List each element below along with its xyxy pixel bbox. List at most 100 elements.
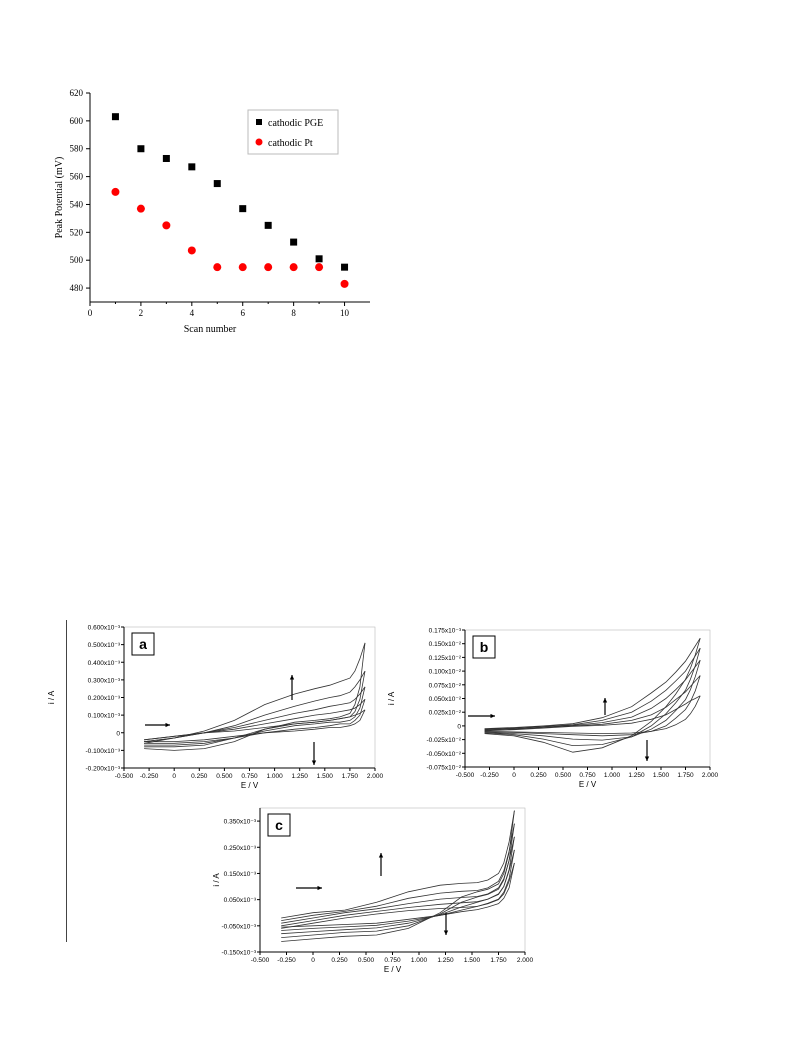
- cv-anodic-curve: [484, 695, 701, 732]
- decrease-arrow-head: [311, 760, 317, 765]
- x-tick-label: 0.500: [216, 773, 233, 780]
- data-point-square: [341, 263, 349, 271]
- x-tick-label: 0.250: [191, 773, 208, 780]
- data-point-circle: [264, 263, 273, 272]
- data-point-circle: [315, 263, 324, 272]
- y-tick-label: 0: [116, 730, 120, 737]
- y-tick-label: 0.025x10⁻²: [429, 710, 462, 717]
- data-point-square: [264, 221, 272, 229]
- data-point-circle: [213, 263, 222, 272]
- cv-cathodic-curve: [144, 686, 366, 746]
- x-tick-label: 8: [291, 308, 296, 318]
- cv-cathodic-curve: [281, 849, 515, 931]
- x-tick-label: 0: [172, 773, 176, 780]
- y-axis-label: Peak Potential (mV): [54, 157, 65, 239]
- x-tick-label: -0.500: [251, 957, 270, 964]
- cv-cathodic-curve: [484, 647, 701, 747]
- y-tick-label: 520: [70, 227, 84, 237]
- x-tick-label: 0.750: [384, 957, 401, 964]
- y-tick-label: 0.175x10⁻³: [429, 628, 462, 635]
- y-tick-label: -0.050x10⁻³: [221, 923, 256, 930]
- x-tick-label: 1.250: [628, 772, 645, 779]
- y-tick-label: -0.075x10⁻²: [426, 765, 461, 772]
- scan-direction-arrow-head: [490, 713, 495, 719]
- cv-panel-b: -0.500 -0.250 0 0.250 0.500 0.750 1.000 1.250 1.…: [387, 628, 719, 790]
- x-tick-label: 2: [139, 308, 144, 318]
- cv-cathodic-curve: [144, 671, 366, 748]
- plot-frame: [259, 807, 526, 953]
- cv-cathodic-curve: [144, 699, 366, 744]
- x-tick-label: 0.250: [530, 772, 547, 779]
- y-tick-label: -0.200x10⁻³: [85, 766, 120, 773]
- y-tick-label: -0.025x10⁻²: [426, 737, 461, 744]
- y-tick-label: 580: [70, 144, 84, 154]
- cv-anodic-curve: [484, 637, 701, 729]
- y-tick-label: 0.100x10⁻²: [429, 669, 462, 676]
- x-axis-label: E / V: [384, 965, 402, 974]
- x-tick-label: 4: [190, 308, 195, 318]
- x-tick-label: 1.750: [677, 772, 694, 779]
- x-tick-label: 1.500: [317, 773, 334, 780]
- panel-label: b: [480, 639, 489, 655]
- data-point-square: [137, 145, 145, 153]
- panel-label: a: [139, 636, 147, 652]
- x-tick-label: -0.500: [115, 773, 134, 780]
- x-tick-label: 1.250: [292, 773, 309, 780]
- y-axis-label: i / A: [212, 873, 221, 887]
- cv-anodic-curve: [281, 810, 515, 919]
- data-point-circle: [136, 204, 145, 213]
- y-tick-label: -0.050x10⁻²: [426, 751, 461, 758]
- cv-anodic-curve: [281, 836, 515, 924]
- y-tick-label: 560: [70, 172, 84, 182]
- increase-arrow-head: [289, 675, 295, 680]
- x-tick-label: 1.250: [437, 957, 454, 964]
- increase-arrow-head: [378, 853, 384, 858]
- panel-label-box: [131, 632, 155, 656]
- data-point-circle: [340, 279, 349, 288]
- y-tick-label: 0: [457, 723, 461, 730]
- x-tick-label: 0.500: [555, 772, 572, 779]
- cv-anodic-curve: [281, 823, 515, 921]
- y-tick-label: 0.250x10⁻³: [224, 845, 257, 852]
- cv-cathodic-curve: [281, 862, 515, 928]
- legend-box: [247, 109, 339, 155]
- y-tick-label: 600: [70, 116, 84, 126]
- data-point-square: [239, 205, 247, 213]
- cv-anodic-curve: [484, 647, 701, 730]
- data-point-circle: [162, 221, 171, 230]
- x-tick-label: 1.000: [604, 772, 621, 779]
- increase-arrow-head: [602, 698, 608, 703]
- cv-anodic-curve: [144, 709, 366, 741]
- x-axis-label: E / V: [241, 781, 259, 790]
- data-point-square: [111, 113, 119, 121]
- y-tick-label: 0.350x10⁻³: [224, 819, 257, 826]
- x-tick-label: -0.250: [480, 772, 499, 779]
- y-tick-label: 0.100x10⁻³: [88, 713, 121, 720]
- scan-direction-arrow-head: [165, 722, 170, 728]
- cv-anodic-curve: [144, 642, 366, 744]
- x-tick-label: 0.250: [331, 957, 348, 964]
- y-tick-label: 0.400x10⁻³: [88, 660, 121, 667]
- x-axis-label: Scan number: [184, 324, 237, 335]
- panel-label-box: [472, 635, 496, 659]
- cv-panel-a: -0.500 -0.250 0 0.250 0.500 0.750 1.000 1.250 1.…: [47, 625, 384, 791]
- y-tick-label: 500: [70, 255, 84, 265]
- data-point-circle: [238, 263, 247, 272]
- legend-label: cathodic PGE: [268, 118, 323, 129]
- panel-label: c: [275, 817, 283, 833]
- y-tick-label: 0.050x10⁻³: [224, 897, 257, 904]
- scan-number-chart: 480 500 520 540 560 580 600 620 0 2 4 6 8 10 Scan numb…: [54, 88, 370, 335]
- y-tick-label: 0.600x10⁻³: [88, 625, 121, 632]
- x-tick-label: 1.000: [411, 957, 428, 964]
- decrease-arrow-head: [443, 930, 449, 935]
- x-tick-label: 10: [340, 308, 350, 318]
- x-tick-label: -0.500: [456, 772, 475, 779]
- y-tick-label: 0.150x10⁻³: [224, 871, 257, 878]
- cv-anodic-curve: [281, 862, 515, 929]
- x-tick-label: 0.500: [358, 957, 375, 964]
- x-tick-label: 2.000: [702, 772, 719, 779]
- x-tick-label: 1.000: [266, 773, 283, 780]
- x-axis-label: E / V: [579, 780, 597, 789]
- y-tick-label: 0.125x10⁻²: [429, 655, 462, 662]
- scan-direction-arrow-head: [317, 885, 322, 891]
